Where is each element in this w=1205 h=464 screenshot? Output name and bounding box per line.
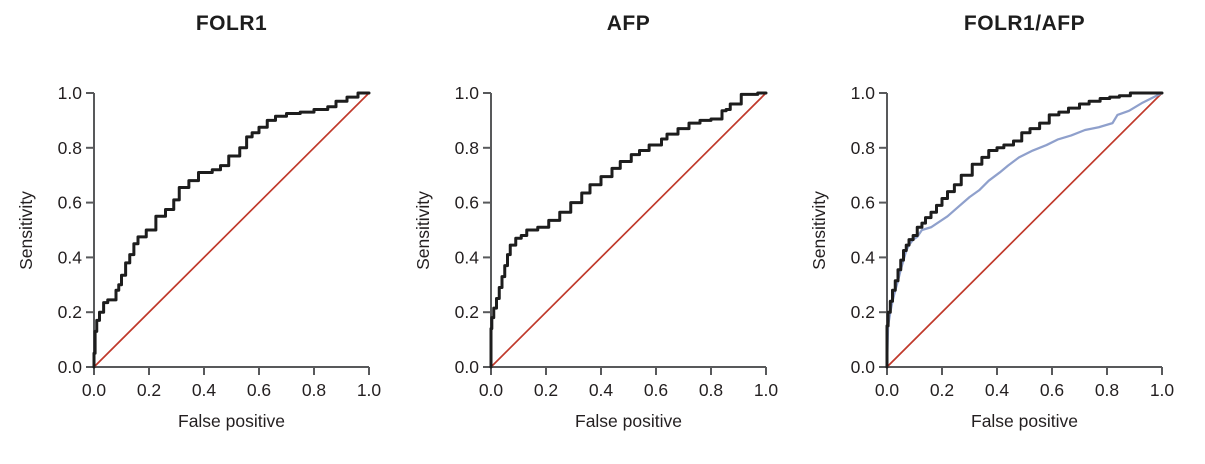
panel-title: FOLR1/AFP [963, 12, 1086, 35]
roc-plot-folr1-afp: 0.0 0.2 0.4 0.6 0.8 1.0 0.0 0.2 0.4 0.6 0.8 1.0 [851, 83, 1175, 400]
svg-text:0.8: 0.8 [699, 380, 723, 400]
roc-plot-afp: 0.0 0.2 0.4 0.6 0.8 1.0 0.0 0.2 0.4 0.6 0.8 1.0 [455, 83, 779, 400]
svg-text:0.6: 0.6 [1040, 380, 1064, 400]
roc-panel-folr1-afp: FOLR1/AFP Sensitivity 0.0 0.2 0.4 0.6 0.8 1.0… [793, 0, 1205, 464]
svg-text:0.6: 0.6 [851, 193, 875, 213]
svg-text:0.6: 0.6 [455, 193, 479, 213]
svg-text:1.0: 1.0 [851, 83, 876, 103]
svg-text:0.4: 0.4 [985, 380, 1010, 400]
svg-text:0.8: 0.8 [302, 380, 326, 400]
roc-plot-folr1: 0.0 0.2 0.4 0.6 0.8 1.0 0.0 0.2 0.4 0.6 0.8 1.0 [58, 83, 382, 400]
svg-text:0.8: 0.8 [455, 138, 479, 158]
roc-panel-afp: AFP Sensitivity 0.0 0.2 0.4 0.6 0.8 1.0 0.0 0.2… [397, 0, 797, 464]
svg-text:0.4: 0.4 [455, 247, 480, 267]
svg-text:0.2: 0.2 [137, 380, 161, 400]
svg-text:0.0: 0.0 [851, 357, 876, 377]
svg-text:0.8: 0.8 [58, 138, 82, 158]
roc-panel-folr1: FOLR1 Sensitivity 0.0 0.2 0.4 0.6 0.8 1.0 0.0 0… [0, 0, 400, 464]
svg-text:0.2: 0.2 [534, 380, 558, 400]
svg-text:1.0: 1.0 [1150, 380, 1175, 400]
svg-text:1.0: 1.0 [455, 83, 480, 103]
svg-text:0.8: 0.8 [1095, 380, 1119, 400]
svg-text:0.2: 0.2 [58, 302, 82, 322]
svg-text:0.2: 0.2 [930, 380, 954, 400]
x-axis-label: False positive [971, 411, 1078, 431]
svg-text:0.2: 0.2 [851, 302, 875, 322]
svg-text:0.4: 0.4 [58, 247, 83, 267]
panel-title: FOLR1 [195, 12, 268, 35]
svg-text:0.6: 0.6 [58, 193, 82, 213]
svg-text:0.6: 0.6 [644, 380, 668, 400]
svg-text:0.6: 0.6 [247, 380, 271, 400]
svg-text:0.0: 0.0 [58, 357, 83, 377]
panel-title: AFP [606, 12, 651, 35]
svg-text:0.0: 0.0 [875, 380, 900, 400]
x-axis-label: False positive [575, 411, 682, 431]
svg-text:0.2: 0.2 [455, 302, 479, 322]
svg-text:0.0: 0.0 [82, 380, 107, 400]
svg-text:1.0: 1.0 [754, 380, 779, 400]
svg-text:1.0: 1.0 [58, 83, 83, 103]
x-axis-label: False positive [178, 411, 285, 431]
svg-text:0.8: 0.8 [851, 138, 875, 158]
svg-text:0.0: 0.0 [455, 357, 480, 377]
svg-text:0.0: 0.0 [479, 380, 504, 400]
svg-text:0.4: 0.4 [589, 380, 614, 400]
svg-text:0.4: 0.4 [192, 380, 217, 400]
svg-text:0.4: 0.4 [851, 247, 876, 267]
svg-text:1.0: 1.0 [357, 380, 382, 400]
